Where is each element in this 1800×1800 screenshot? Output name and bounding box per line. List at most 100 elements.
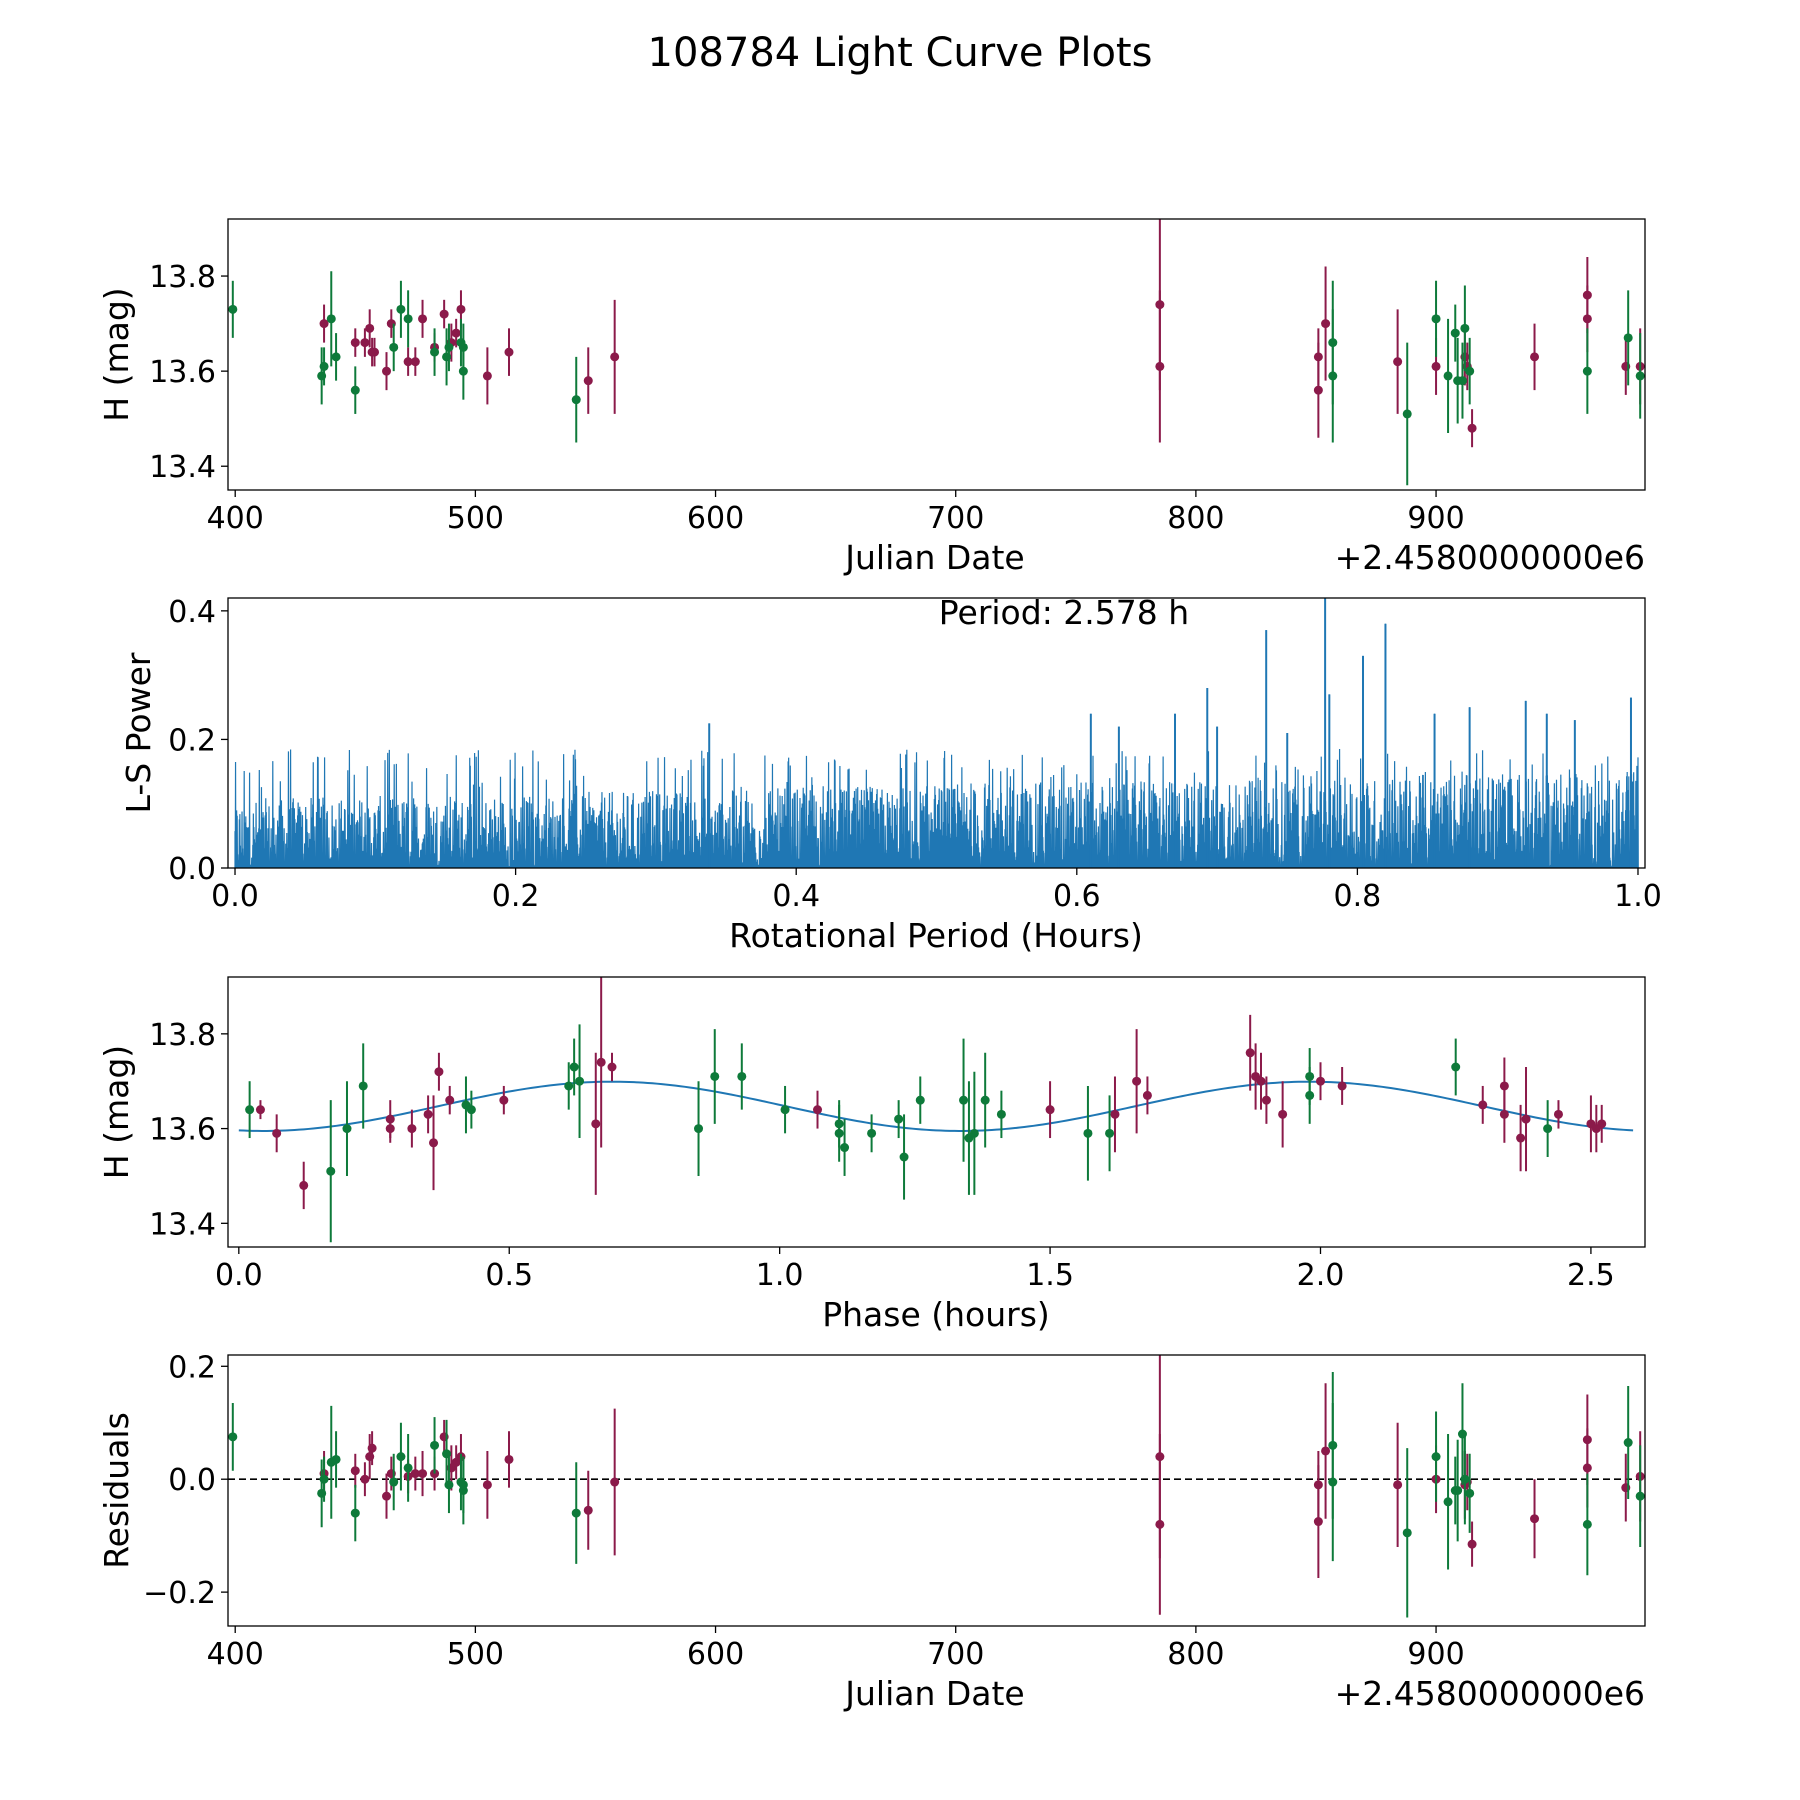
residuals-series-maroon [319, 1355, 1645, 1615]
data-point [1155, 361, 1165, 371]
x-tick-label: 0.4 [772, 879, 820, 914]
data-point [350, 1508, 360, 1518]
y-tick-label: 0.0 [168, 1463, 216, 1498]
data-point [894, 1114, 904, 1124]
data-point [1313, 385, 1323, 395]
x-tick-label: 0.2 [492, 879, 540, 914]
x-tick-label: 700 [927, 501, 984, 536]
data-point [410, 357, 420, 367]
data-point [403, 357, 413, 367]
data-point [430, 347, 440, 357]
residuals-ylabel: Residuals [97, 1412, 136, 1569]
x-tick-label: 400 [207, 501, 264, 536]
data-point [228, 1432, 238, 1442]
y-tick-label: −0.2 [143, 1576, 216, 1611]
data-point [1467, 423, 1477, 433]
data-point [564, 1081, 574, 1091]
data-point [1478, 1100, 1488, 1110]
data-point [569, 1062, 579, 1072]
data-point [1393, 1480, 1403, 1490]
data-point [996, 1109, 1006, 1119]
y-tick-label: 0.2 [168, 1350, 216, 1385]
data-point [1313, 352, 1323, 362]
data-point [342, 1124, 352, 1134]
phased-series-maroon [255, 977, 1607, 1210]
x-tick-label: 500 [447, 1637, 504, 1672]
data-point [1516, 1133, 1526, 1143]
x-tick-label: 400 [207, 1637, 264, 1672]
data-point [331, 1454, 341, 1464]
data-point [423, 1109, 433, 1119]
data-point [1635, 371, 1645, 381]
data-point [1328, 1477, 1338, 1487]
data-point [980, 1095, 990, 1105]
x-tick-label: 600 [687, 501, 744, 536]
data-point [1045, 1105, 1055, 1115]
data-point [780, 1105, 790, 1115]
data-point [1443, 1497, 1453, 1507]
residuals-series-green [228, 1371, 1645, 1618]
x-tick-label: 900 [1407, 1637, 1464, 1672]
x-tick-label: 0.0 [215, 1258, 263, 1293]
data-point [1635, 1491, 1645, 1501]
lightcurve-frame [227, 218, 1646, 491]
periodogram-frame [227, 597, 1646, 869]
data-point [319, 1474, 329, 1484]
data-point [596, 1057, 606, 1067]
data-point [370, 347, 380, 357]
data-point [1450, 328, 1460, 338]
periodogram-line [234, 598, 1639, 868]
data-point [245, 1105, 255, 1115]
data-point [331, 352, 341, 362]
panels: 400 500 600 700 800 900 13.4 13.6 13.8 Julian Dat… [97, 218, 1662, 1713]
data-point [610, 1477, 620, 1487]
x-tick-label: 1.0 [1614, 879, 1662, 914]
data-point [418, 314, 428, 324]
data-point [583, 1505, 593, 1515]
data-point [607, 1062, 617, 1072]
data-point [403, 1463, 413, 1473]
residuals-frame [227, 1354, 1646, 1627]
x-tick-label: 900 [1407, 501, 1464, 536]
data-point [1315, 1076, 1325, 1086]
phased-ylabel: H (mag) [97, 1045, 136, 1179]
data-point [1337, 1081, 1347, 1091]
periodogram-ylabel: L-S Power [119, 652, 158, 813]
x-tick-label: 800 [1167, 1637, 1224, 1672]
data-point [445, 1095, 455, 1105]
data-point [1582, 1519, 1592, 1529]
data-point [504, 1454, 514, 1464]
y-tick-label: 13.8 [149, 1018, 216, 1053]
lightcurve-panel: 400 500 600 700 800 900 13.4 13.6 13.8 Julian Dat… [97, 218, 1646, 577]
data-point [418, 1469, 428, 1479]
data-point [429, 1138, 439, 1148]
x-tick-label: 800 [1167, 501, 1224, 536]
phased-frame [227, 976, 1646, 1248]
data-point [482, 1480, 492, 1490]
data-point [499, 1095, 509, 1105]
data-point [1597, 1119, 1607, 1129]
data-point [458, 342, 468, 352]
data-point [571, 1508, 581, 1518]
data-point [407, 1124, 417, 1134]
data-point [1142, 1090, 1152, 1100]
data-point [358, 1081, 368, 1091]
residuals-panel: 400 500 600 700 800 900 −0.2 0.0 0.2 Julian Date R… [97, 1350, 1646, 1713]
data-point [1431, 314, 1441, 324]
data-point [1582, 1463, 1592, 1473]
data-point [389, 342, 399, 352]
data-point [360, 1474, 370, 1484]
data-point [1083, 1128, 1093, 1138]
periodogram-panel: Period: 2.578 h 0.0 0.2 0.4 0.6 0.8 1.0 0.0 0.2 0… [119, 593, 1662, 955]
data-point [382, 366, 392, 376]
periodogram-xlabel: Rotational Period (Hours) [729, 916, 1143, 955]
data-point [396, 1452, 406, 1462]
data-point [1467, 1539, 1477, 1549]
x-tick-label: 500 [447, 501, 504, 536]
x-tick-label: 600 [687, 1637, 744, 1672]
data-point [1530, 352, 1540, 362]
data-point [583, 376, 593, 386]
data-point [1465, 366, 1475, 376]
data-point [1328, 371, 1338, 381]
